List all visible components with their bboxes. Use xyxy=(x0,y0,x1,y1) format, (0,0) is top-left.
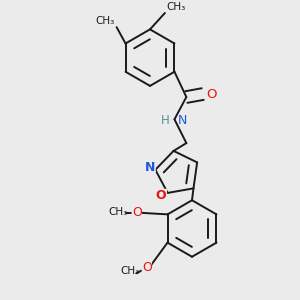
Text: CH₃: CH₃ xyxy=(109,207,128,217)
Text: N: N xyxy=(145,161,155,174)
Text: O: O xyxy=(156,189,167,203)
Text: CH₃: CH₃ xyxy=(96,16,115,26)
Text: O: O xyxy=(132,206,142,218)
Text: CH₃: CH₃ xyxy=(121,266,140,276)
Text: N: N xyxy=(177,114,187,127)
Text: O: O xyxy=(142,261,152,274)
Text: H: H xyxy=(161,114,170,127)
Text: CH₃: CH₃ xyxy=(167,2,186,12)
Text: O: O xyxy=(206,88,217,100)
